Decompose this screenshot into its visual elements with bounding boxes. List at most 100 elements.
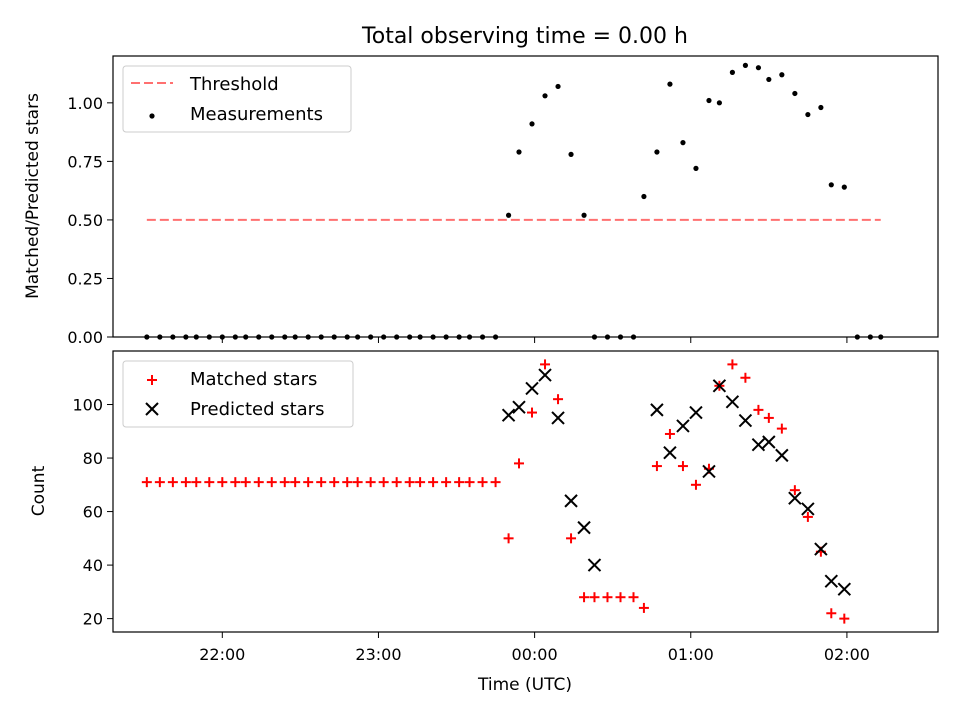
matched-stars-point bbox=[740, 372, 751, 383]
matched-stars-point bbox=[217, 477, 228, 488]
predicted-stars-point bbox=[689, 405, 703, 420]
predicted-stars-point bbox=[837, 582, 852, 596]
matched-stars-point bbox=[352, 477, 363, 488]
predicted-stars-point bbox=[564, 494, 578, 508]
count-y-label: Count bbox=[29, 465, 49, 516]
matched-stars-point bbox=[527, 407, 538, 418]
matched-stars-point bbox=[253, 477, 264, 488]
ratio-y-axis: 0.00 0.25 0.50 0.75 1.00 bbox=[67, 94, 113, 347]
measurement-point bbox=[505, 212, 512, 218]
predicted-stars-point bbox=[663, 445, 677, 460]
matched-stars-point bbox=[329, 477, 340, 488]
matched-stars-point bbox=[415, 477, 426, 488]
measurement-point bbox=[568, 151, 574, 157]
matched-stars-point bbox=[753, 404, 764, 415]
matched-stars-point bbox=[513, 458, 524, 469]
y-tick-label: 20 bbox=[83, 610, 103, 629]
predicted-stars-point bbox=[587, 558, 602, 572]
predicted-stars-point bbox=[512, 400, 526, 414]
predicted-stars-point bbox=[538, 368, 552, 382]
ratio-legend: Threshold Measurements bbox=[122, 65, 352, 133]
predicted-stars-point bbox=[814, 542, 828, 556]
legend-measurements-swatch bbox=[149, 113, 155, 119]
y-tick-label: 60 bbox=[83, 503, 103, 522]
x-tick-label: 01:00 bbox=[668, 645, 714, 664]
matched-stars-point bbox=[391, 477, 402, 488]
measurement-point bbox=[716, 100, 722, 106]
matched-stars-point bbox=[638, 602, 649, 613]
matched-stars-point bbox=[615, 592, 626, 603]
matched-stars-point bbox=[664, 428, 675, 439]
matched-stars-point bbox=[477, 477, 488, 488]
predicted-stars-point bbox=[577, 520, 591, 535]
predicted-stars-point bbox=[824, 574, 839, 588]
matched-stars-point bbox=[266, 477, 277, 488]
matched-stars-point bbox=[490, 477, 501, 488]
measurement-point bbox=[667, 81, 673, 87]
matched-stars-point bbox=[230, 477, 241, 488]
y-tick-label: 0.50 bbox=[67, 211, 103, 230]
matched-stars-point bbox=[316, 477, 327, 488]
predicted-stars-point bbox=[551, 411, 565, 425]
measurement-point bbox=[779, 72, 785, 78]
measurement-point bbox=[805, 111, 811, 118]
predicted-stars-point bbox=[751, 437, 766, 452]
matched-stars-point bbox=[279, 477, 290, 488]
matched-stars-point bbox=[579, 592, 590, 603]
legend-predicted-swatch bbox=[145, 402, 159, 416]
chart-title: Total observing time = 0.00 h bbox=[361, 24, 688, 49]
matched-stars-point bbox=[677, 461, 688, 472]
predicted-stars-point bbox=[775, 448, 789, 463]
measurement-point bbox=[654, 149, 660, 155]
matched-stars-point bbox=[839, 613, 850, 624]
y-tick-label: 0.25 bbox=[67, 269, 103, 288]
predicted-stars-point bbox=[650, 403, 664, 417]
x-axis-label: Time (UTC) bbox=[477, 675, 572, 695]
measurement-point bbox=[766, 76, 772, 83]
matched-stars-point bbox=[365, 477, 376, 488]
matched-stars-point bbox=[602, 592, 613, 603]
matched-stars-point bbox=[167, 477, 178, 488]
matched-stars-point bbox=[727, 359, 738, 370]
matched-stars-point bbox=[303, 477, 314, 488]
matched-stars-point bbox=[540, 359, 551, 370]
matched-stars-point bbox=[651, 461, 662, 472]
matched-stars-point bbox=[802, 511, 813, 522]
measurement-point bbox=[641, 193, 647, 200]
measurement-point bbox=[706, 97, 712, 104]
measurement-point bbox=[555, 83, 561, 90]
x-tick-label: 00:00 bbox=[512, 645, 558, 664]
matched-stars-point bbox=[428, 477, 439, 488]
legend-matched-swatch bbox=[147, 375, 157, 385]
matched-stars-point bbox=[464, 477, 475, 488]
matched-stars-point bbox=[454, 477, 465, 488]
matched-stars-point bbox=[204, 477, 215, 488]
legend-measurements-label: Measurements bbox=[190, 104, 323, 125]
count-plot-area bbox=[141, 359, 852, 624]
predicted-stars-point bbox=[738, 413, 753, 428]
predicted-stars-point bbox=[676, 419, 690, 433]
y-tick-label: 1.00 bbox=[67, 94, 103, 113]
ratio-axes-frame bbox=[112, 55, 939, 338]
legend-matched-label: Matched stars bbox=[190, 369, 317, 390]
measurement-point bbox=[542, 93, 548, 99]
predicted-stars-point bbox=[712, 379, 727, 393]
measurement-point bbox=[841, 184, 847, 190]
measurement-point bbox=[792, 90, 798, 97]
matched-stars-point bbox=[240, 477, 251, 488]
matched-stars-point bbox=[290, 477, 301, 488]
measurement-point bbox=[828, 182, 834, 188]
measurement-point bbox=[755, 65, 762, 71]
count-panel: 20 40 60 80 100 22:00 23:00 00:00 01:00 02:00 Co… bbox=[29, 350, 939, 664]
x-tick-label: 23:00 bbox=[355, 645, 401, 664]
y-tick-label: 100 bbox=[72, 396, 103, 415]
matched-stars-point bbox=[154, 477, 165, 488]
measurement-point bbox=[818, 104, 824, 111]
x-tick-label: 22:00 bbox=[199, 645, 245, 664]
y-tick-label: 80 bbox=[83, 449, 103, 468]
measurement-point bbox=[742, 62, 749, 68]
matched-stars-point bbox=[141, 477, 152, 488]
predicted-stars-point bbox=[725, 395, 740, 409]
measurement-point bbox=[693, 165, 699, 171]
matched-stars-point bbox=[191, 477, 202, 488]
